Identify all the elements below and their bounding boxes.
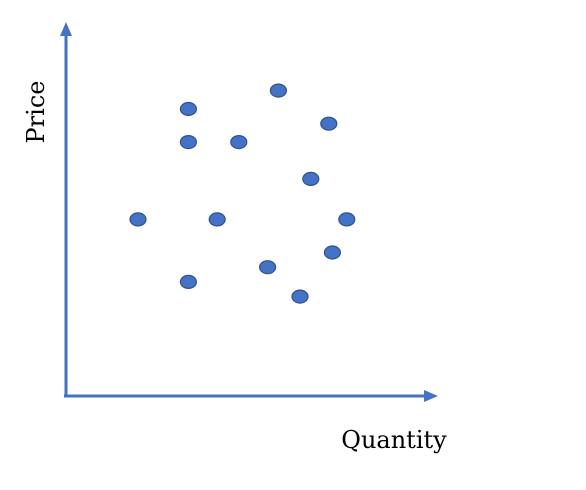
data-point	[291, 289, 309, 304]
data-point	[208, 212, 226, 227]
data-point	[129, 212, 147, 227]
data-point	[269, 83, 287, 98]
y-axis-label: Price	[22, 81, 50, 144]
x-axis-label: Quantity	[341, 426, 447, 454]
data-point	[179, 135, 197, 150]
data-points	[129, 83, 356, 304]
data-point	[179, 274, 197, 289]
data-point	[320, 116, 338, 131]
data-point	[338, 212, 356, 227]
data-point	[230, 135, 248, 150]
data-point	[179, 101, 197, 117]
data-point	[259, 260, 277, 275]
data-point	[302, 171, 320, 186]
data-point	[323, 245, 341, 260]
y-axis-arrowhead	[60, 22, 72, 36]
x-axis-arrowhead	[424, 390, 438, 402]
